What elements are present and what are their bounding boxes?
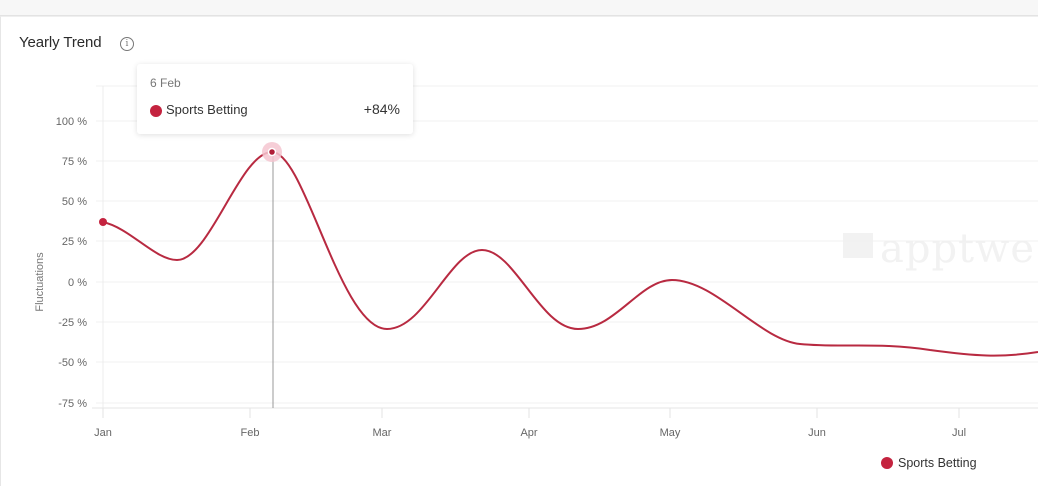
top-bar [0, 0, 1038, 16]
x-tick-label: Jul [952, 427, 966, 439]
x-tick-labels: Jan Feb Mar Apr May Jun Jul [94, 427, 966, 439]
y-tick-label: 25 % [62, 236, 87, 248]
info-icon[interactable]: i [120, 37, 134, 51]
y-tick-label: 0 % [68, 277, 87, 289]
card-title: Yearly Trend [19, 34, 102, 51]
hover-point[interactable] [267, 147, 277, 157]
y-tick-label: 100 % [56, 116, 87, 128]
series-start-point[interactable] [99, 218, 107, 226]
y-tick-label: -75 % [58, 398, 87, 410]
y-tick-labels: 100 % 75 % 50 % 25 % 0 % -25 % -50 % -75… [56, 116, 87, 410]
gridlines [96, 85, 1038, 404]
series-line-sports-betting[interactable] [102, 150, 1038, 357]
tooltip-date: 6 Feb [150, 76, 181, 90]
y-axis-title: Fluctuations [34, 252, 46, 312]
chart-tooltip: 6 Feb Sports Betting +84% [137, 64, 413, 134]
x-tick-label: Feb [241, 427, 260, 439]
watermark: apptwe [880, 226, 1036, 272]
x-tick-marks [102, 408, 960, 418]
watermark-logo-icon [843, 233, 873, 258]
x-tick-label: Jun [808, 427, 826, 439]
legend-label: Sports Betting [898, 456, 977, 470]
x-tick-label: Apr [520, 427, 537, 439]
tooltip-series-dot-icon [150, 105, 162, 117]
legend-dot-icon [881, 457, 893, 469]
tooltip-value: +84% [363, 101, 400, 117]
x-tick-label: Mar [373, 427, 392, 439]
x-tick-label: May [660, 427, 681, 439]
tooltip-series-name: Sports Betting [166, 102, 248, 117]
y-tick-label: 50 % [62, 196, 87, 208]
x-tick-label: Jan [94, 427, 112, 439]
y-tick-label: -50 % [58, 357, 87, 369]
y-tick-label: -25 % [58, 317, 87, 329]
y-tick-label: 75 % [62, 156, 87, 168]
legend-item-sports-betting[interactable]: Sports Betting [881, 456, 977, 470]
